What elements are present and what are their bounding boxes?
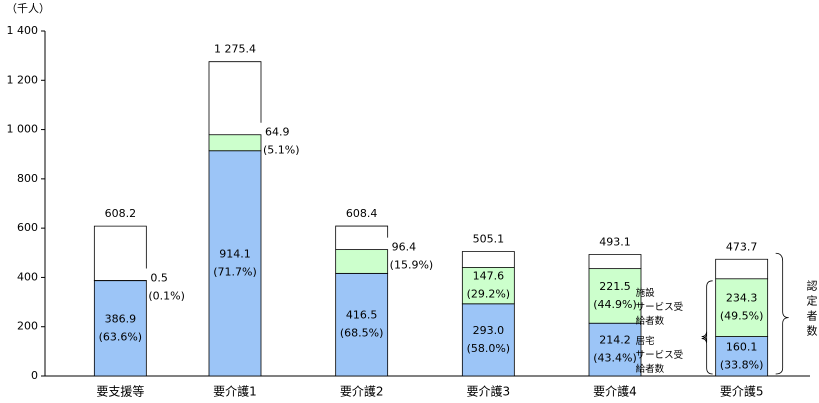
brace	[701, 280, 713, 343]
bar-segment	[93, 280, 147, 377]
value-label: 914.1	[219, 247, 251, 260]
total-label: 493.1	[599, 235, 631, 248]
total-bracket	[335, 225, 389, 250]
total-label: 505.1	[473, 233, 505, 246]
total-bracket	[93, 225, 147, 281]
y-tick-label: 400	[17, 270, 38, 283]
share-label: (33.8%)	[720, 358, 764, 371]
value-label: 96.4	[392, 241, 417, 254]
bar-segment	[715, 336, 769, 377]
value-label: 416.5	[346, 309, 378, 322]
x-tick-label: 要介護4	[593, 384, 637, 399]
legend-label: 居宅 サービス受 給者数	[635, 336, 684, 376]
value-label: 64.9	[265, 126, 290, 139]
value-label: 234.3	[726, 292, 758, 305]
value-label: 214.2	[599, 334, 631, 347]
legend-label: 施設 サービス受 給者数	[635, 287, 684, 327]
share-label: (71.7%)	[213, 265, 257, 278]
y-tick-label: 1 000	[7, 123, 39, 136]
brace	[775, 252, 789, 375]
bar-segment	[588, 268, 642, 324]
bar-segment	[208, 150, 262, 377]
share-label: (44.9%)	[593, 298, 637, 311]
brace	[701, 332, 713, 375]
x-tick-label: 要支援等	[96, 385, 144, 399]
y-tick-label: 1 200	[7, 73, 39, 86]
share-label: (58.0%)	[467, 342, 511, 355]
x-tick-label: 要介護5	[720, 384, 764, 399]
x-tick-label: 要介護3	[467, 384, 511, 399]
bar-segment	[461, 303, 515, 377]
share-label: (5.1%)	[263, 144, 300, 157]
value-label: 293.0	[473, 324, 505, 337]
share-label: (29.2%)	[467, 288, 511, 301]
value-label: 0.5	[150, 272, 168, 285]
bar-segment	[335, 249, 389, 274]
bar-segment	[335, 272, 389, 377]
y-tick-label: 200	[17, 320, 38, 333]
y-tick-label: 0	[31, 369, 38, 382]
y-tick-label: 1 400	[7, 24, 39, 37]
y-tick-label: 800	[17, 172, 38, 185]
unit-label: （千人）	[6, 2, 50, 15]
total-label: 608.2	[105, 207, 137, 220]
total-label: 473.7	[726, 240, 758, 253]
total-label: 認定者数	[805, 280, 818, 340]
bar-segment	[208, 134, 262, 152]
bar-segment	[461, 267, 515, 305]
value-label: 221.5	[599, 280, 631, 293]
x-tick-label: 要介護1	[213, 384, 257, 399]
bar-segment	[588, 322, 642, 377]
total-bracket	[715, 258, 769, 279]
total-bracket	[588, 254, 642, 269]
share-label: (43.4%)	[593, 352, 637, 365]
total-label: 608.4	[346, 207, 378, 220]
share-label: (0.1%)	[148, 290, 185, 303]
share-label: (68.5%)	[340, 327, 384, 340]
share-label: (15.9%)	[390, 259, 434, 272]
value-label: 160.1	[726, 340, 758, 353]
total-bracket	[461, 251, 515, 268]
bar-segment	[715, 278, 769, 337]
share-label: (63.6%)	[99, 330, 143, 343]
share-label: (49.5%)	[720, 310, 764, 323]
total-label: 1 275.4	[214, 43, 256, 56]
y-tick-label: 600	[17, 221, 38, 234]
total-bracket	[208, 61, 262, 135]
x-tick-label: 要介護2	[340, 384, 384, 399]
value-label: 386.9	[105, 312, 137, 325]
value-label: 147.6	[473, 270, 505, 283]
